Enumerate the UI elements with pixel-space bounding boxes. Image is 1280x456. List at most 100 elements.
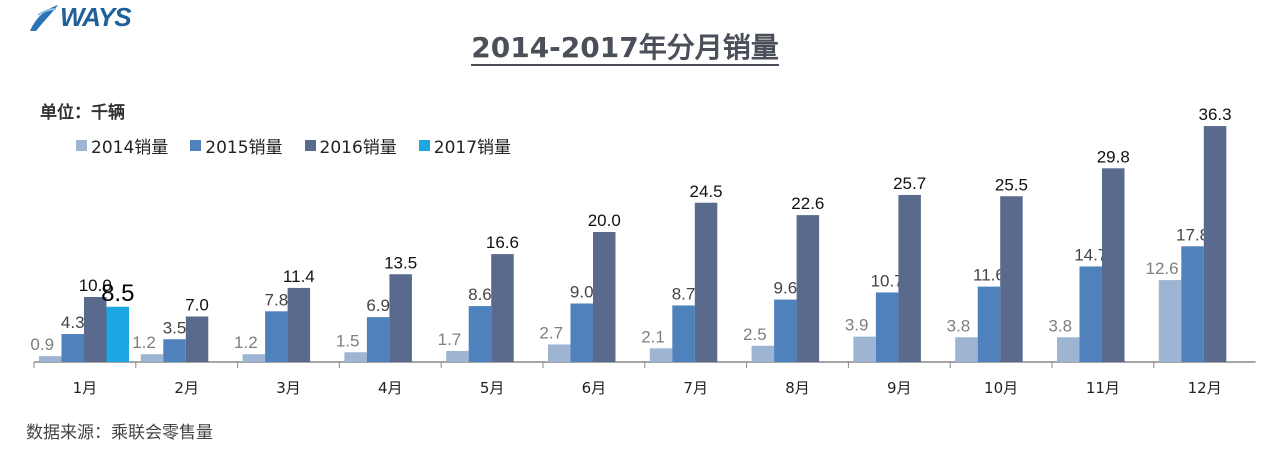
data-label: 13.5 (384, 253, 417, 272)
bar-2014销量 (140, 354, 164, 362)
data-label: 25.7 (893, 174, 926, 193)
legend-label: 2014销量 (91, 138, 169, 158)
bar-2015销量 (366, 317, 390, 362)
bar-2015销量 (977, 286, 1001, 362)
logo-text: WAYS (60, 2, 132, 32)
data-label: 1.2 (132, 333, 156, 352)
legend-label: 2016销量 (319, 138, 397, 158)
bar-2017销量 (106, 306, 129, 362)
data-label: 7.8 (265, 290, 289, 309)
x-tick-label: 1月 (73, 379, 98, 397)
legend-item: 2015销量 (190, 133, 283, 158)
x-tick-label: 3月 (276, 379, 301, 397)
bar-2015销量 (672, 305, 695, 362)
legend-swatch (190, 140, 202, 151)
x-tick-label: 9月 (887, 379, 912, 397)
bar-2015销量 (1181, 246, 1204, 362)
chart-title: 2014-2017年分月销量 (471, 31, 779, 66)
bar-2016销量 (1102, 168, 1125, 362)
legend-item: 2014销量 (76, 133, 168, 158)
data-label: 1.7 (438, 330, 462, 349)
unit-label: 单位：千辆 (40, 103, 125, 123)
legend-swatch (418, 140, 430, 151)
bar-2016销量 (491, 254, 514, 362)
data-label: 8.7 (672, 284, 696, 303)
bar-2015销量 (265, 311, 288, 362)
data-label: 9.6 (774, 279, 798, 298)
bar-2016销量 (84, 297, 107, 362)
data-label: 8.5 (101, 280, 134, 307)
x-tick-label: 11月 (1086, 379, 1120, 397)
data-label: 10.0 (79, 276, 112, 295)
data-label: 22.6 (791, 194, 824, 213)
bar-2016销量 (1203, 126, 1227, 362)
bar-2015销量 (468, 306, 492, 362)
bar-2014销量 (955, 337, 978, 362)
x-tick-label: 6月 (582, 379, 607, 397)
bar-2014销量 (751, 345, 775, 362)
bar-2015销量 (61, 334, 84, 362)
bar-2014销量 (344, 352, 367, 362)
bar-2014销量 (39, 356, 62, 362)
data-label: 17.8 (1176, 225, 1209, 244)
bar-2014销量 (649, 348, 673, 362)
bar-2015销量 (163, 339, 186, 362)
ways-logo: WAYS (26, 2, 132, 33)
bar-2016销量 (593, 232, 616, 362)
data-label: 2.7 (539, 323, 563, 342)
x-tick-label: 8月 (785, 379, 810, 397)
data-label: 3.8 (1048, 316, 1072, 335)
bar-2016销量 (185, 316, 209, 362)
data-label: 29.8 (1097, 147, 1130, 166)
legend-label: 2015销量 (205, 138, 283, 158)
bar-2016销量 (898, 194, 921, 362)
data-label: 2.1 (641, 327, 665, 346)
legend-label: 2017销量 (433, 138, 512, 158)
bar-2014销量 (1057, 337, 1080, 362)
bar-2015销量 (875, 292, 899, 362)
data-label: 2.5 (743, 325, 767, 344)
x-tick-label: 4月 (378, 379, 403, 397)
data-label: 11.6 (973, 266, 1005, 285)
data-label: 3.8 (947, 316, 971, 335)
data-label: 9.0 (570, 283, 594, 302)
data-label: 10.7 (871, 271, 904, 290)
data-label: 6.9 (366, 296, 390, 315)
legend-item: 2016销量 (304, 133, 397, 158)
data-label: 3.5 (163, 318, 187, 337)
bar-2016销量 (1000, 196, 1023, 362)
bar-2015销量 (774, 299, 797, 362)
data-label: 11.4 (283, 267, 315, 286)
x-tick-label: 10月 (984, 379, 1018, 397)
data-label: 12.6 (1146, 259, 1179, 278)
data-label: 7.0 (185, 296, 209, 315)
bar-2014销量 (1158, 280, 1182, 362)
data-label: 3.9 (845, 316, 869, 335)
data-label: 8.6 (468, 285, 492, 304)
bar-2016销量 (796, 215, 820, 362)
data-label: 20.0 (588, 211, 621, 230)
bar-2014销量 (242, 354, 266, 362)
source-note: 数据来源：乘联会零售量 (26, 423, 213, 443)
data-label: 14.7 (1074, 245, 1107, 264)
bar-2016销量 (389, 274, 412, 362)
legend-swatch (304, 140, 316, 151)
x-tick-label: 7月 (683, 379, 708, 397)
data-label: 24.5 (690, 182, 723, 201)
data-label: 25.5 (995, 175, 1028, 194)
bar-2014销量 (548, 344, 571, 362)
wing-logo-icon (30, 4, 58, 31)
legend: 2014销量 2015销量 2016销量 2017销量 (76, 133, 511, 158)
data-label: 16.6 (486, 233, 519, 252)
data-label: 1.2 (234, 333, 258, 352)
data-label: 0.9 (30, 335, 54, 354)
bar-2015销量 (1079, 266, 1102, 362)
x-tick-label: 12月 (1188, 379, 1222, 397)
bar-2014销量 (853, 336, 876, 362)
x-tick-label: 2月 (174, 379, 199, 397)
legend-item: 2017销量 (418, 133, 512, 158)
bar-2015销量 (570, 303, 593, 362)
data-label: 1.5 (336, 331, 360, 350)
legend-swatch (76, 140, 87, 151)
